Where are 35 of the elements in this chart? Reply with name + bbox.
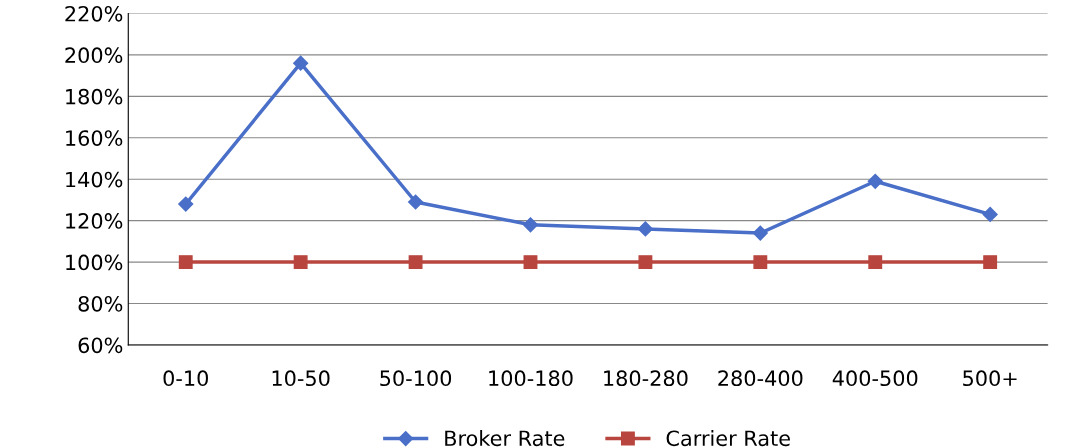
point (983, 255, 998, 270)
y-tick-label: 80% (78, 295, 123, 312)
point (868, 255, 883, 270)
point (867, 173, 883, 189)
point (408, 194, 424, 210)
y-tick-label: 220% (65, 5, 123, 22)
y-tick-label: 200% (65, 47, 123, 64)
x-tick-label: 10-50 (272, 370, 330, 387)
y-tick-label: 120% (66, 213, 123, 229)
x-tick-label: 280-400 (718, 370, 803, 387)
point (522, 217, 539, 233)
x-tick-label: 500+ (963, 370, 1017, 387)
y-tick-label: 160% (66, 130, 123, 146)
point (178, 255, 193, 270)
point (293, 55, 309, 71)
y-tick-label: 180% (66, 88, 123, 105)
x-tick-label: 400-500 (832, 370, 918, 387)
y-tick-label: 140% (66, 171, 123, 188)
point (637, 221, 653, 237)
point (638, 255, 653, 270)
x-tick-label: 180-280 (604, 370, 688, 387)
point (293, 255, 308, 270)
legend-label: Broker Rate (445, 430, 565, 447)
y-tick-label: 100% (66, 254, 123, 271)
x-tick-label: 100-180 (489, 370, 573, 387)
y-tick-label: 60% (78, 337, 123, 354)
point (753, 255, 768, 270)
point (523, 255, 538, 270)
point (752, 225, 768, 241)
point (408, 255, 423, 270)
x-tick-label: 0-10 (163, 370, 208, 387)
legend-label: Carrier Rate (666, 430, 790, 447)
point (178, 196, 194, 212)
point (982, 206, 998, 222)
x-tick-label: 50-100 (380, 370, 452, 387)
